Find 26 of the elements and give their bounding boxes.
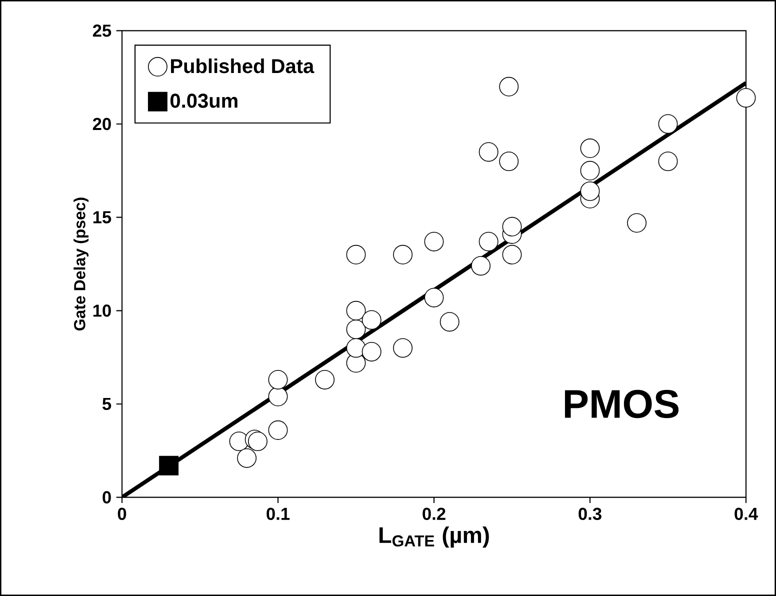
x-tick-label: 0 <box>118 508 126 520</box>
annotation: PMOS <box>564 390 679 418</box>
point <box>268 386 288 406</box>
point <box>362 342 382 362</box>
point <box>268 370 288 390</box>
point <box>580 181 600 201</box>
y-tick-label: 25 <box>92 24 112 37</box>
point <box>424 288 444 308</box>
x-tick-label: 0.1 <box>266 508 290 520</box>
x-tick-label: 0.3 <box>578 508 602 520</box>
point <box>736 88 756 108</box>
point <box>471 256 491 276</box>
x-axis-title: L$_{GATE}$ (µm) <box>380 526 489 548</box>
x-tick-label: 0.4 <box>734 508 758 520</box>
x-tick-label: 0.2 <box>422 508 446 520</box>
point <box>502 216 522 236</box>
y-axis-title: Gate Delay (psec) <box>74 198 89 330</box>
y-tick-label: 20 <box>92 118 111 130</box>
legend-label: 0.03um <box>170 94 238 108</box>
point <box>159 456 179 476</box>
y-tick-label: 10 <box>93 304 111 317</box>
y-tick-label: 5 <box>102 398 112 410</box>
y-tick-label: 0 <box>102 491 111 504</box>
point <box>346 338 366 358</box>
legend-label: Published Data <box>171 58 314 74</box>
y-tick-label: 15 <box>93 211 112 224</box>
